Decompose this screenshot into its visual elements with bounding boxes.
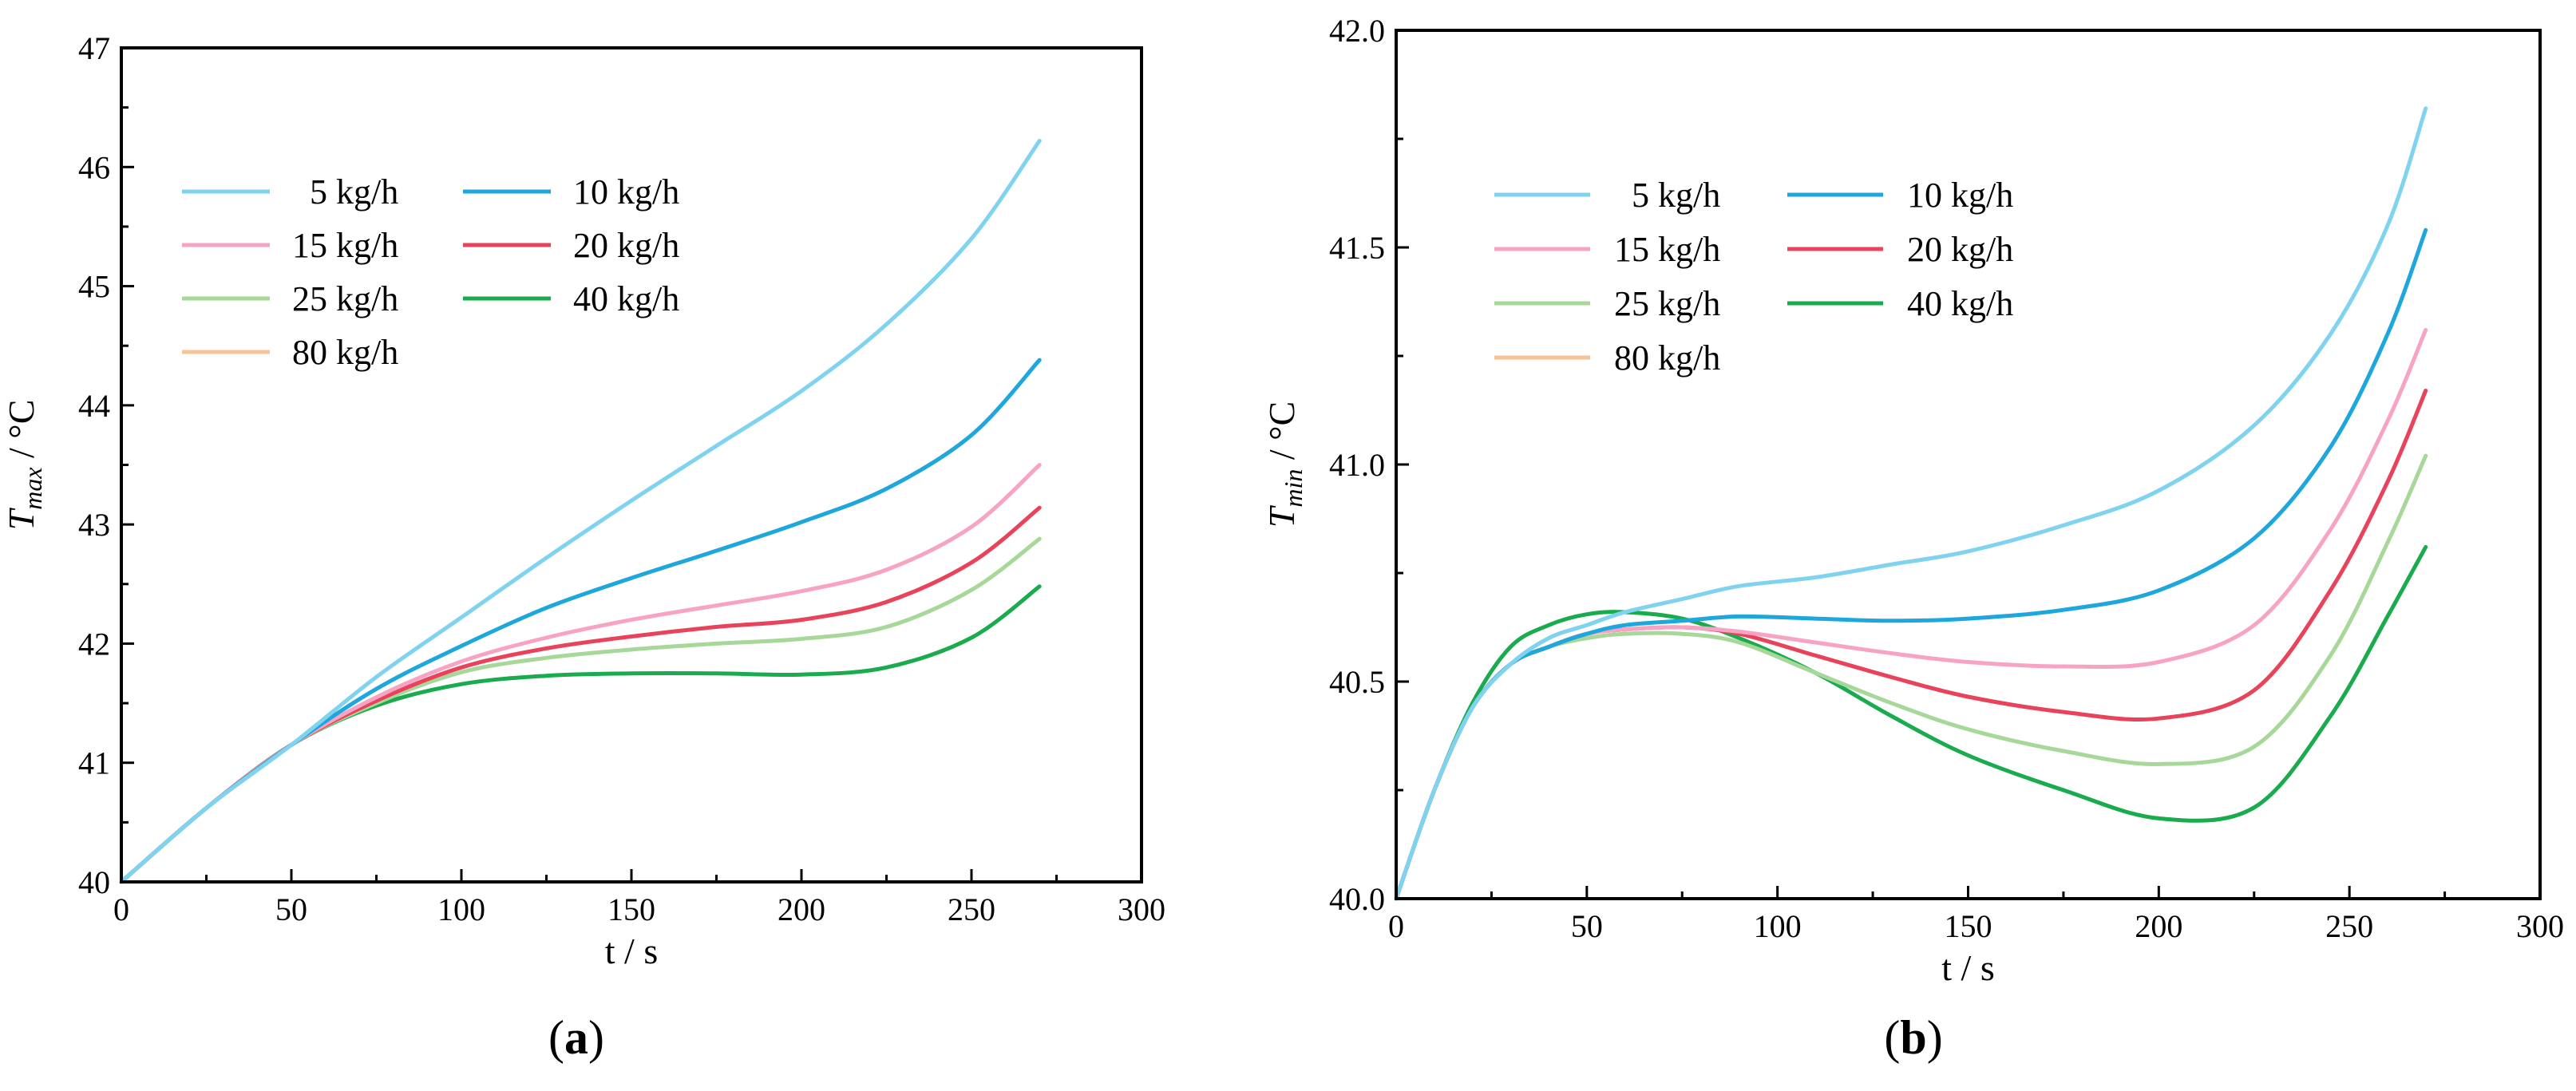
series-line-10-kg-h <box>1394 227 2428 901</box>
x-tick-label: 300 <box>1118 891 1165 927</box>
chart-panel-a: 0 50 100 150 200 250 300 40 41 42 43 44 45 46 47 t / s T… <box>1 30 1165 1064</box>
legend-label: 15 kg/h <box>1614 230 1720 269</box>
x-axis-title: t / s <box>605 931 658 971</box>
x-tick-label: 250 <box>948 891 995 927</box>
legend-label: 5 kg/h <box>1614 176 1720 215</box>
legend-label: 20 kg/h <box>573 226 679 265</box>
y-tick-label: 40.5 <box>1329 664 1385 700</box>
legend-item: 5 kg/h <box>1494 176 1720 215</box>
legend-label: 25 kg/h <box>1614 284 1720 323</box>
x-tick-label: 0 <box>1388 908 1404 944</box>
legend-label: 10 kg/h <box>1907 176 2013 215</box>
x-tick-label: 200 <box>778 891 825 927</box>
y-tick-label: 44 <box>78 388 110 424</box>
x-tick-label: 200 <box>2135 908 2182 944</box>
legend-label: 20 kg/h <box>1907 230 2013 269</box>
legend-label: 40 kg/h <box>573 279 679 318</box>
series-line-15-kg-h <box>1394 327 2428 901</box>
chart-panel-b: 0 50 100 150 200 250 300 40.0 40.5 41.0 41.5 42.0 t … <box>1261 13 2564 1064</box>
legend: 5 kg/h 10 kg/h 15 kg/h 20 kg/h 25 kg/h 40 kg/… <box>182 172 679 372</box>
y-tick-label: 41.0 <box>1329 447 1385 483</box>
series-line-5-kg-h <box>119 138 1042 884</box>
series-lines <box>119 138 1042 884</box>
y-tick-label: 42.0 <box>1329 13 1385 49</box>
y-tick-label: 40 <box>78 864 110 900</box>
series-line-5-kg-h <box>1394 106 2428 901</box>
legend-item: 10 kg/h <box>1787 176 2013 215</box>
y-axis-title-unit: / °C <box>1261 401 1302 469</box>
y-tick-label: 40.0 <box>1329 881 1385 917</box>
y-axis-title: Tmax / °C <box>1 400 47 531</box>
y-axis-title-subscript: max <box>18 467 47 509</box>
x-tick-label: 50 <box>1571 908 1603 944</box>
y-axis: 40 41 42 43 44 45 46 47 <box>78 30 134 900</box>
legend-label: 15 kg/h <box>292 226 398 265</box>
series-line-25-kg-h <box>119 536 1042 884</box>
legend-item: 5 kg/h <box>182 172 398 211</box>
legend-item: 10 kg/h <box>463 172 679 211</box>
legend-label: 40 kg/h <box>1907 284 2013 323</box>
y-tick-label: 45 <box>78 269 110 305</box>
x-tick-label: 50 <box>275 891 307 927</box>
x-tick-label: 300 <box>2516 908 2564 944</box>
legend-label: 25 kg/h <box>292 279 398 318</box>
x-tick-label: 150 <box>1945 908 1992 944</box>
panel-label: (a) <box>548 1011 604 1064</box>
legend-label: 5 kg/h <box>292 172 398 211</box>
legend-label: 10 kg/h <box>573 172 679 211</box>
series-lines <box>1394 106 2428 901</box>
panel-label-close: ) <box>1927 1011 1943 1064</box>
legend-item: 15 kg/h <box>182 226 398 265</box>
x-tick-label: 100 <box>1754 908 1802 944</box>
panel-label-letter: b <box>1900 1011 1926 1064</box>
y-tick-label: 42 <box>78 626 110 662</box>
legend-item: 40 kg/h <box>463 279 679 318</box>
panel-label-close: ) <box>588 1011 604 1064</box>
panel-label-open: ( <box>1884 1011 1900 1064</box>
panel-label: (b) <box>1884 1011 1942 1064</box>
y-axis: 40.0 40.5 41.0 41.5 42.0 <box>1329 13 1409 917</box>
legend-item: 15 kg/h <box>1494 230 1720 269</box>
legend-item: 25 kg/h <box>1494 284 1720 323</box>
panel-label-letter: a <box>564 1011 588 1064</box>
x-axis-title: t / s <box>1941 947 1994 988</box>
legend-item: 20 kg/h <box>1787 230 2013 269</box>
legend-item: 20 kg/h <box>463 226 679 265</box>
y-tick-label: 43 <box>78 507 110 543</box>
y-tick-label: 47 <box>78 30 110 66</box>
x-axis: 0 50 100 150 200 250 300 <box>1388 886 2564 944</box>
x-tick-label: 100 <box>437 891 485 927</box>
y-axis-title: Tmin / °C <box>1261 401 1308 528</box>
x-tick-label: 0 <box>113 891 129 927</box>
legend-item: 80 kg/h <box>182 333 398 372</box>
y-tick-label: 41 <box>78 745 110 781</box>
legend-label: 80 kg/h <box>1614 338 1720 378</box>
series-line-40-kg-h <box>1394 544 2428 901</box>
legend-item: 40 kg/h <box>1787 284 2013 323</box>
panel-label-open: ( <box>548 1011 564 1064</box>
legend-item: 80 kg/h <box>1494 338 1720 378</box>
y-axis-title-unit: / °C <box>1 400 42 468</box>
y-tick-label: 46 <box>78 149 110 185</box>
y-tick-label: 41.5 <box>1329 230 1385 266</box>
x-tick-label: 250 <box>2325 908 2373 944</box>
legend: 5 kg/h 10 kg/h 15 kg/h 20 kg/h 25 kg/h 40 kg/… <box>1494 176 2013 378</box>
y-axis-title-subscript: min <box>1279 469 1308 508</box>
legend-label: 80 kg/h <box>292 333 398 372</box>
y-axis-title-symbol: T <box>1261 504 1302 528</box>
legend-item: 25 kg/h <box>182 279 398 318</box>
x-tick-label: 150 <box>607 891 655 927</box>
x-axis: 0 50 100 150 200 250 300 <box>113 869 1165 927</box>
y-axis-title-symbol: T <box>1 507 42 530</box>
